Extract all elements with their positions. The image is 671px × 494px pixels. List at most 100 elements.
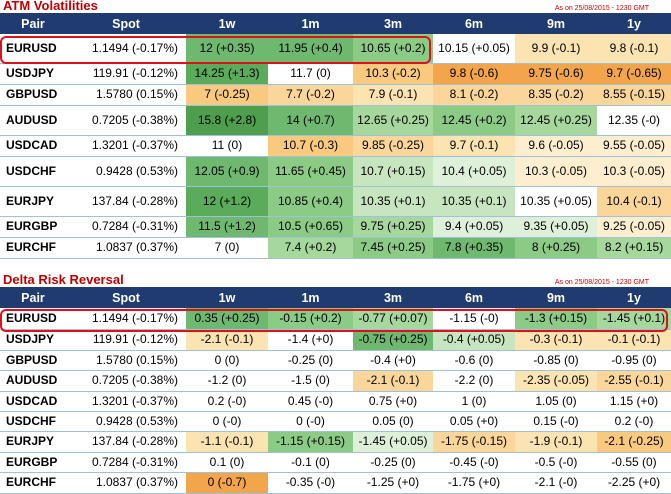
value-cell-1m: -0.1 (0) (268, 452, 353, 473)
value-cell-3m: -0.4 (+0) (353, 350, 433, 371)
atm-title: ATM Volatilities (3, 0, 98, 13)
value-cell-1m: 7.4 (+0.2) (268, 237, 353, 259)
value-cell-3m: -1.25 (+0) (353, 472, 433, 494)
value-cell-1y: 9.55 (-0.05) (597, 135, 671, 157)
atm-header-1y: 1y (597, 13, 671, 34)
atm-header-pair: Pair (0, 13, 66, 34)
value-cell-1w: 12 (+0.35) (186, 34, 268, 64)
value-cell-3m: 12.65 (+0.25) (353, 105, 433, 136)
value-cell-1w: -1.1 (-0.1) (186, 431, 268, 453)
value-cell-1m: 10.7 (-0.3) (268, 135, 353, 157)
rr-row-eurgbp: EURGBP 0.7284 (-0.31%) 0.1 (0) -0.1 (0) -0.2… (0, 452, 671, 473)
value-cell-1y: 1.15 (+0) (597, 391, 671, 412)
value-cell-1y: -2.1 (-0.25) (597, 431, 671, 453)
value-cell-1w: 14.25 (+1.3) (186, 63, 268, 85)
pair-cell: EURUSD (0, 34, 66, 64)
pair-cell: EURJPY (0, 431, 66, 453)
spot-cell: 0.7205 (-0.38%) (66, 370, 186, 392)
value-cell-1y: 9.7 (-0.65) (597, 63, 671, 85)
value-cell-6m: 9.8 (-0.6) (433, 63, 515, 85)
value-cell-3m: 10.3 (-0.2) (353, 63, 433, 85)
value-cell-9m: -1.3 (+0.15) (515, 308, 597, 330)
value-cell-9m: 9.6 (-0.05) (515, 135, 597, 157)
atm-row-eurjpy: EURJPY 137.84 (-0.28%) 12 (+1.2) 10.85 (+0.… (0, 186, 671, 217)
pair-cell: USDCHF (0, 156, 66, 187)
value-cell-1m: 14 (+0.7) (268, 105, 353, 136)
atm-asof: As on 25/08/2015 - 1230 GMT (554, 5, 649, 12)
rr-title: Delta Risk Reversal (3, 272, 124, 287)
value-cell-3m: 0.75 (+0) (353, 391, 433, 412)
atm-row-audusd: AUDUSD 0.7205 (-0.38%) 15.8 (+2.8) 14 (+0.7… (0, 105, 671, 136)
value-cell-1m: 11.7 (0) (268, 63, 353, 85)
value-cell-1w: 0.35 (+0.25) (186, 308, 268, 330)
spot-cell: 0.9428 (0.53%) (66, 156, 186, 187)
value-cell-1m: 10.5 (+0.65) (268, 216, 353, 238)
value-cell-6m: -0.4 (+0.05) (433, 329, 515, 351)
rr-row-usdchf: USDCHF 0.9428 (0.53%) 0 (-0) 0 (-0) 0.05 (0)… (0, 411, 671, 432)
value-cell-3m: 10.65 (+0.2) (353, 34, 433, 64)
value-cell-3m: 9.85 (-0.25) (353, 135, 433, 157)
value-cell-6m: 0.05 (+0) (433, 411, 515, 432)
pair-cell: GBPUSD (0, 350, 66, 371)
rr-header-1y: 1y (597, 287, 671, 308)
value-cell-1y: 8.2 (+0.15) (597, 237, 671, 259)
value-cell-1w: 15.8 (+2.8) (186, 105, 268, 136)
value-cell-1w: 0 (0) (186, 350, 268, 371)
value-cell-9m: 10.3 (-0.05) (515, 156, 597, 187)
value-cell-9m: -1.9 (-0.1) (515, 431, 597, 453)
risk-reversal-table: Pair Spot 1w 1m 3m 6m 9m 1y EURUSD 1.1494 (-0.17… (0, 287, 671, 494)
rr-header-9m: 9m (515, 287, 597, 308)
value-cell-1y: 12.35 (-0) (597, 105, 671, 136)
rr-eurusd-highlight (0, 309, 668, 332)
atm-row-usdjpy: USDJPY 119.91 (-0.12%) 14.25 (+1.3) 11.7 (0… (0, 63, 671, 85)
rr-row-audusd: AUDUSD 0.7205 (-0.38%) -1.2 (0) -1.5 (0) -2.… (0, 370, 671, 392)
value-cell-1m: -0.15 (+0.2) (268, 308, 353, 330)
pair-cell: EURCHF (0, 237, 66, 259)
pair-cell: USDCAD (0, 135, 66, 157)
value-cell-6m: 9.4 (+0.05) (433, 216, 515, 238)
value-cell-6m: 12.45 (+0.2) (433, 105, 515, 136)
value-cell-3m: 7.45 (+0.25) (353, 237, 433, 259)
rr-header-1w: 1w (186, 287, 268, 308)
value-cell-6m: -1.15 (-0) (433, 308, 515, 330)
rr-row-gbpusd: GBPUSD 1.5780 (0.15%) 0 (0) -0.25 (0) -0.4 (… (0, 350, 671, 371)
value-cell-1y: -1.45 (+0.1) (597, 308, 671, 330)
spot-cell: 1.3201 (-0.37%) (66, 391, 186, 412)
value-cell-9m: -2.1 (-0) (515, 472, 597, 494)
value-cell-6m: 10.15 (+0.05) (433, 34, 515, 64)
value-cell-9m: 8.35 (-0.2) (515, 84, 597, 106)
rr-row-eurusd: EURUSD 1.1494 (-0.17%) 0.35 (+0.25) -0.15 (… (0, 308, 671, 330)
atm-row-gbpusd: GBPUSD 1.5780 (0.15%) 7 (-0.25) 7.7 (-0.2) 7… (0, 84, 671, 106)
value-cell-6m: -0.6 (0) (433, 350, 515, 371)
atm-header-spot: Spot (66, 13, 186, 34)
value-cell-3m: 7.9 (-0.1) (353, 84, 433, 106)
value-cell-1w: 0.2 (-0) (186, 391, 268, 412)
pair-cell: EURCHF (0, 472, 66, 494)
value-cell-1y: 0.2 (-0) (597, 411, 671, 432)
spot-cell: 0.7284 (-0.31%) (66, 216, 186, 238)
value-cell-1m: 10.85 (+0.4) (268, 186, 353, 217)
rr-row-eurjpy: EURJPY 137.84 (-0.28%) -1.1 (-0.1) -1.15 (+… (0, 431, 671, 453)
rr-row-usdcad: USDCAD 1.3201 (-0.37%) 0.2 (-0) 0.45 (-0) 0.… (0, 391, 671, 412)
value-cell-1y: -0.1 (-0.1) (597, 329, 671, 351)
value-cell-1m: 0.45 (-0) (268, 391, 353, 412)
value-cell-1m: -1.4 (+0) (268, 329, 353, 351)
value-cell-1w: 11 (0) (186, 135, 268, 157)
value-cell-1w: 11.5 (+1.2) (186, 216, 268, 238)
value-cell-9m: 10.35 (+0.05) (515, 186, 597, 217)
value-cell-1m: -0.25 (0) (268, 350, 353, 371)
value-cell-9m: 1.05 (0) (515, 391, 597, 412)
value-cell-1m: 7.7 (-0.2) (268, 84, 353, 106)
value-cell-9m: -0.3 (-0.1) (515, 329, 597, 351)
value-cell-1w: 0 (-0) (186, 411, 268, 432)
spot-cell: 137.84 (-0.28%) (66, 431, 186, 453)
value-cell-1y: -0.95 (0) (597, 350, 671, 371)
atm-header-1m: 1m (268, 13, 353, 34)
atm-header-9m: 9m (515, 13, 597, 34)
pair-cell: AUDUSD (0, 370, 66, 392)
pair-cell: USDCHF (0, 411, 66, 432)
value-cell-6m: 9.7 (-0.1) (433, 135, 515, 157)
value-cell-3m: -0.77 (+0.07) (353, 308, 433, 330)
spot-cell: 1.0837 (0.37%) (66, 472, 186, 494)
value-cell-1y: 8.55 (-0.15) (597, 84, 671, 106)
